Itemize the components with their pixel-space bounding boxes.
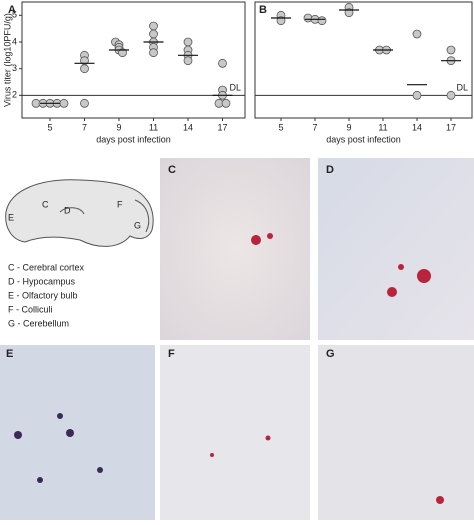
data-point — [446, 45, 456, 55]
region-label: D — [64, 205, 71, 215]
data-point — [221, 98, 231, 108]
region-label: E — [8, 212, 14, 222]
dl-label: DL — [229, 83, 241, 93]
data-point — [344, 8, 354, 18]
x-tick-label: 7 — [312, 122, 317, 132]
data-point — [80, 98, 89, 108]
micrograph — [318, 345, 474, 520]
x-tick-label: 11 — [149, 122, 158, 132]
data-point — [218, 58, 227, 68]
stained-cells — [210, 233, 444, 504]
panel-letter: F — [168, 348, 175, 360]
data-point — [446, 90, 456, 100]
plot-frame — [254, 1, 473, 119]
x-tick-label: 14 — [183, 122, 193, 132]
data-point — [303, 13, 313, 23]
data-point — [183, 56, 193, 66]
data-point — [412, 29, 422, 39]
y-tick-label: 2 — [12, 90, 17, 100]
data-point — [149, 29, 158, 39]
x-tick-label: 17 — [217, 122, 227, 132]
plot-frame — [21, 1, 246, 119]
x-axis-label: days post infection — [96, 134, 171, 144]
y-tick-label: 4 — [12, 36, 17, 46]
x-tick-label: 14 — [412, 122, 422, 132]
region-label: F — [117, 199, 123, 209]
y-axis-label: Virus titer (log10PFU/g) — [2, 13, 12, 107]
x-axis-label: days post infection — [326, 134, 401, 144]
data-point — [412, 90, 422, 100]
legend-item: G - Cerebellum — [8, 318, 69, 328]
y-tick-label: 3 — [12, 63, 17, 73]
panel-letter: D — [326, 164, 334, 176]
data-point — [149, 21, 158, 31]
legend-item: E - Olfactory bulb — [8, 290, 78, 300]
panel-letter: E — [6, 348, 13, 360]
x-tick-label: 9 — [346, 122, 351, 132]
region-label: C — [42, 199, 49, 209]
brain-diagram — [5, 179, 154, 247]
dark-cells — [14, 413, 103, 483]
legend-item: C - Cerebral cortex — [8, 262, 85, 272]
legend-item: F - Colliculi — [8, 304, 53, 314]
x-tick-label: 5 — [278, 122, 283, 132]
micrograph — [0, 345, 155, 520]
data-point — [276, 16, 286, 26]
data-point — [149, 48, 158, 58]
panel-letter: C — [168, 164, 176, 176]
micrograph — [160, 158, 310, 340]
data-point — [118, 48, 127, 58]
y-tick-label: 5 — [12, 10, 17, 20]
x-tick-label: 17 — [446, 122, 456, 132]
panel-letter: B — [259, 4, 267, 16]
x-tick-label: 11 — [378, 122, 387, 132]
dl-label: DL — [456, 83, 468, 93]
data-point — [59, 98, 69, 108]
x-tick-label: 7 — [82, 122, 87, 132]
data-point — [183, 37, 193, 47]
data-point — [80, 64, 89, 74]
x-tick-label: 9 — [116, 122, 121, 132]
micrograph — [160, 345, 310, 520]
legend-item: D - Hypocampus — [8, 276, 76, 286]
panel-letter: G — [326, 348, 335, 360]
data-point — [317, 16, 327, 26]
region-label: G — [134, 220, 141, 230]
panel-letter: A — [8, 4, 16, 16]
micrograph — [318, 158, 474, 340]
x-tick-label: 5 — [47, 122, 52, 132]
